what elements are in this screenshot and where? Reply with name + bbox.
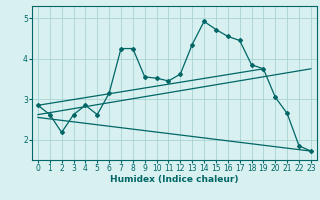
X-axis label: Humidex (Indice chaleur): Humidex (Indice chaleur) [110, 175, 239, 184]
